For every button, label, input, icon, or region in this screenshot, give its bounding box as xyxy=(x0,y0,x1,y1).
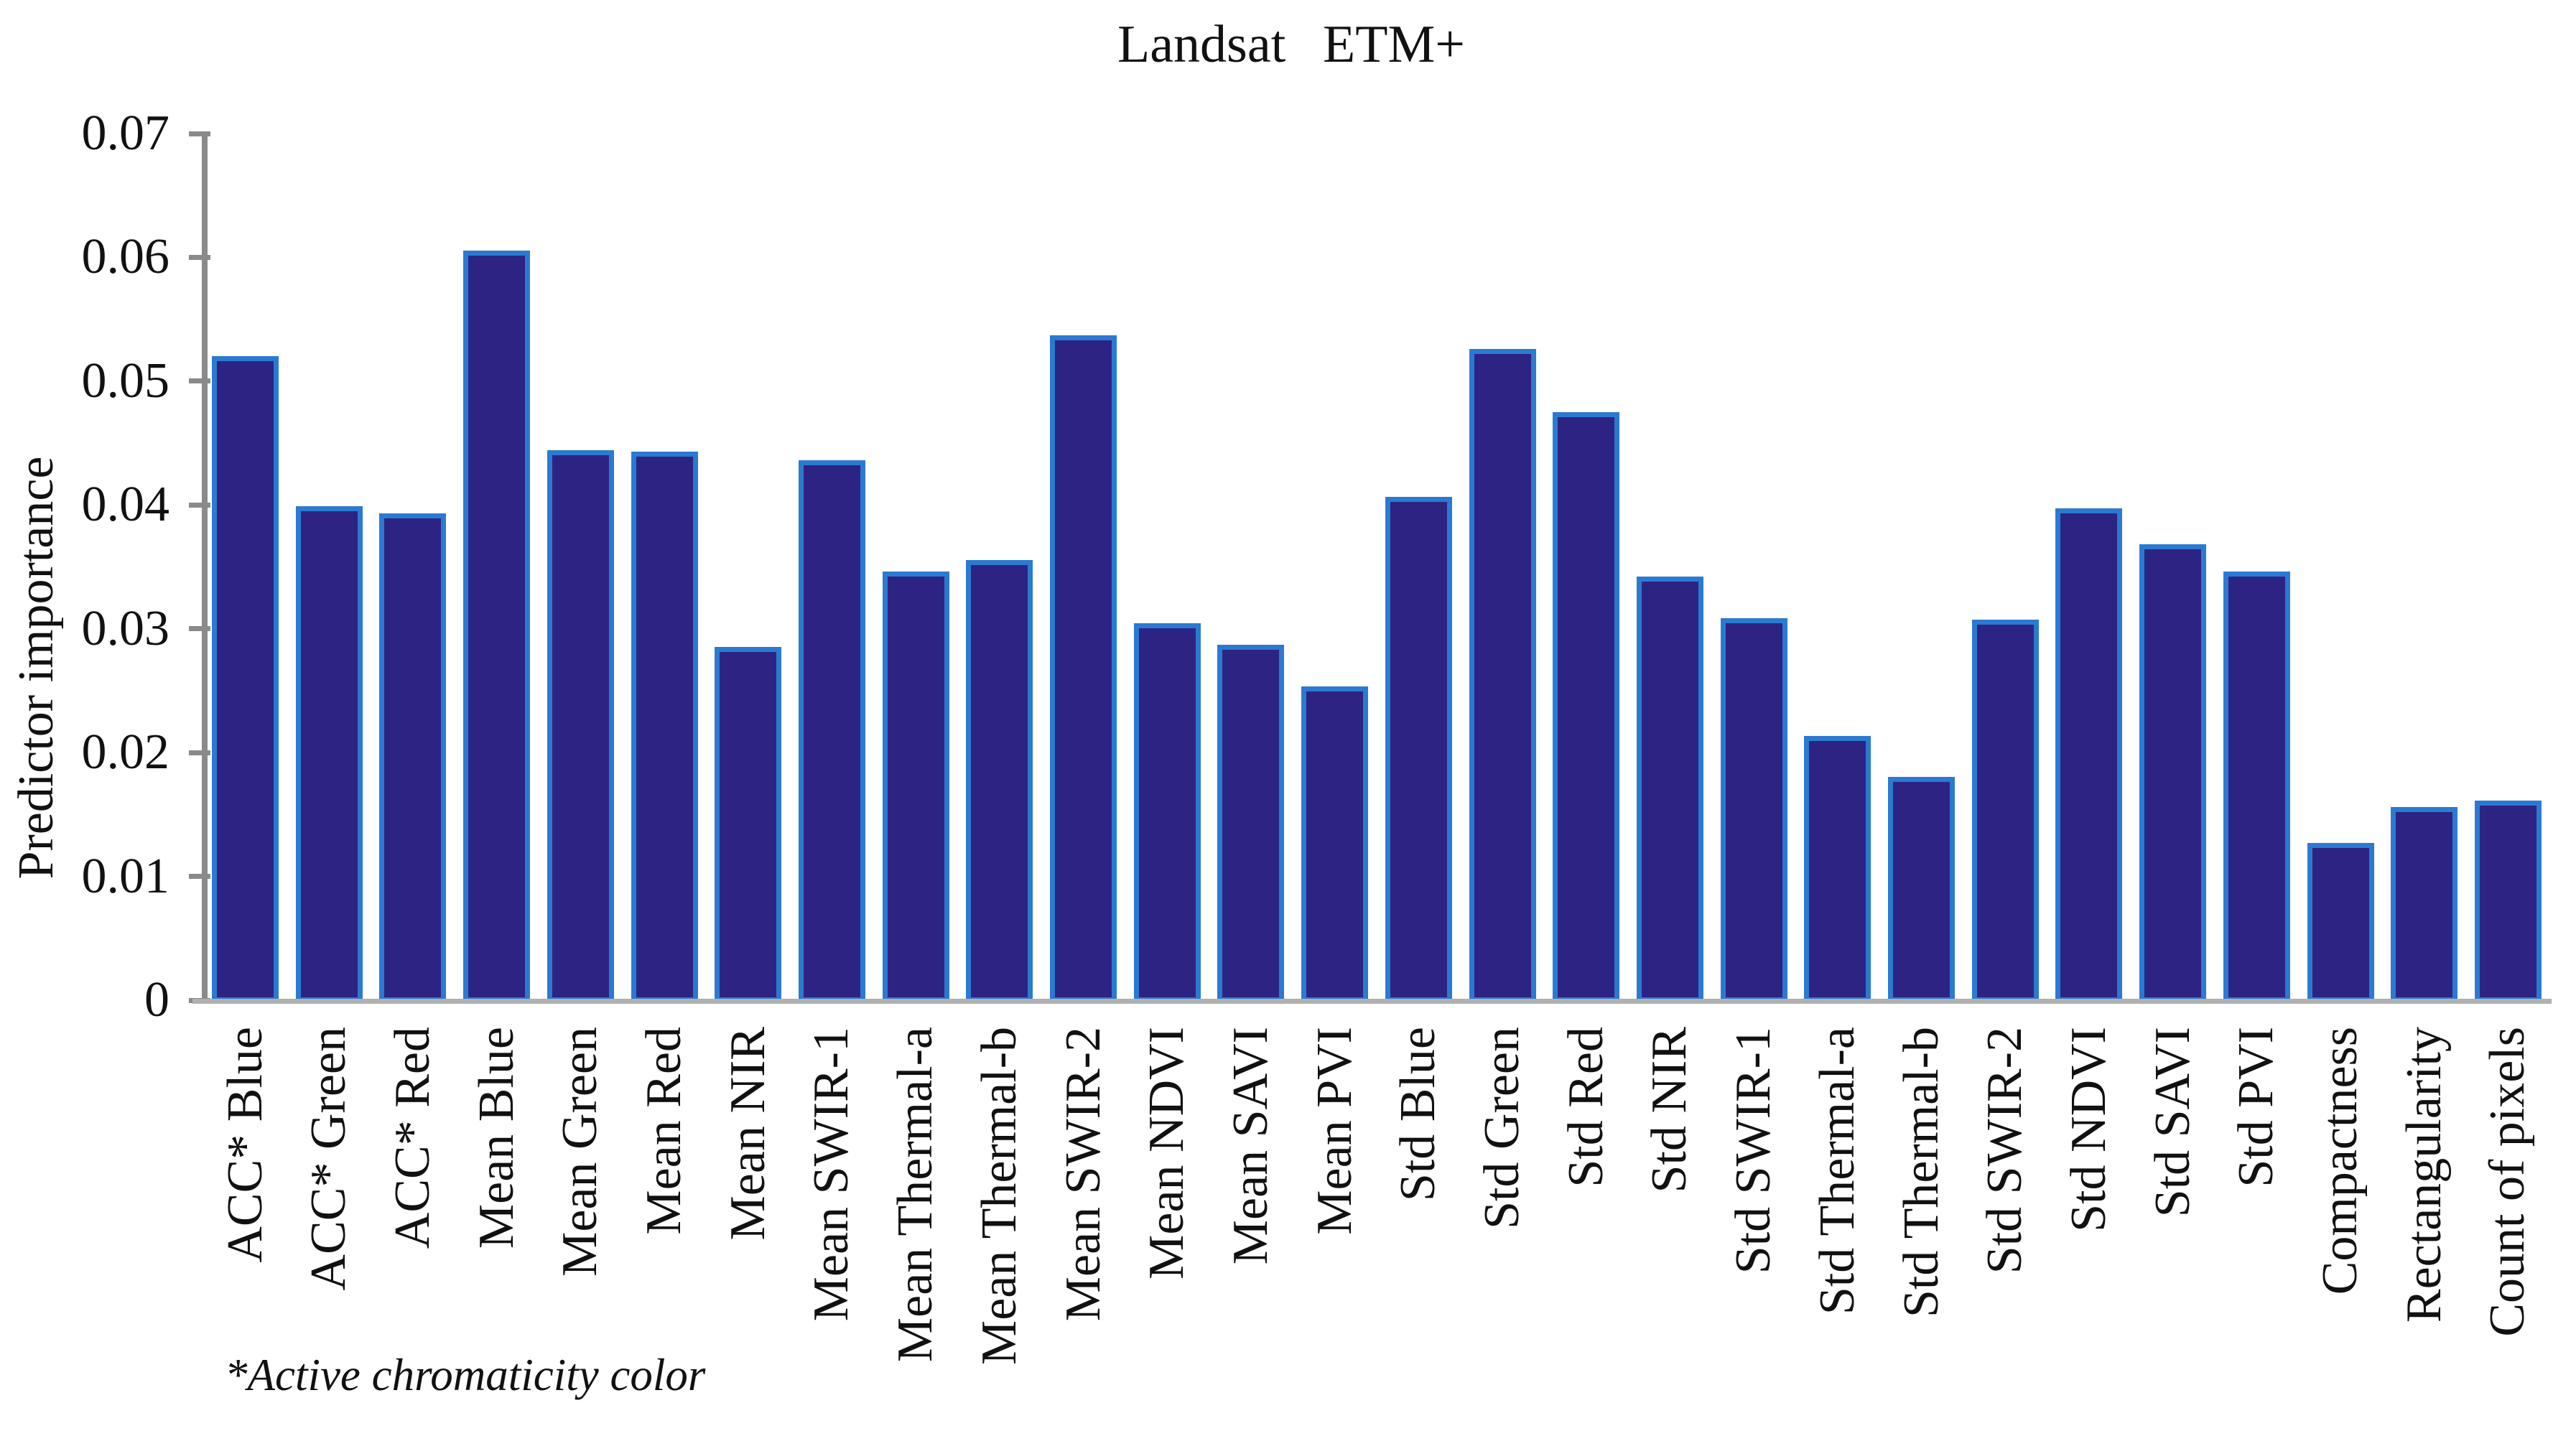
bar xyxy=(798,460,865,1002)
bar xyxy=(212,356,279,1002)
bar xyxy=(1469,349,1536,1002)
x-category-label: Std Thermal-a xyxy=(1809,1027,1865,1315)
bar xyxy=(2139,544,2207,1002)
x-category-label: Std Red xyxy=(1558,1027,1614,1188)
y-tick-label: 0.03 xyxy=(81,600,170,656)
x-category-label: Std Green xyxy=(1474,1027,1530,1229)
x-category-label: Std Thermal-b xyxy=(1893,1027,1949,1318)
x-category-label: Mean SWIR-2 xyxy=(1055,1027,1111,1322)
bar xyxy=(463,251,531,1002)
y-axis-line xyxy=(202,134,208,1004)
x-category-label: Std SAVI xyxy=(2144,1027,2200,1218)
x-category-label: Mean Blue xyxy=(468,1027,524,1249)
x-category-label: Count of pixels xyxy=(2480,1027,2536,1337)
bar xyxy=(379,513,447,1002)
x-category-label: Mean Thermal-a xyxy=(888,1027,944,1363)
y-tick-mark xyxy=(189,874,210,880)
y-tick-label: 0.07 xyxy=(81,106,170,161)
x-category-label: Compactness xyxy=(2312,1027,2368,1295)
y-tick-label: 0.02 xyxy=(81,724,170,780)
bar xyxy=(1385,497,1452,1002)
y-tick-label: 0 xyxy=(144,972,169,1027)
chart-footnote: *Active chromaticity color xyxy=(225,1350,706,1400)
bar xyxy=(882,572,949,1002)
y-tick-label: 0.05 xyxy=(81,353,170,409)
bar xyxy=(1804,736,1871,1002)
y-tick-mark xyxy=(189,131,210,136)
y-tick-label: 0.01 xyxy=(81,848,170,904)
x-category-label: Mean Thermal-b xyxy=(971,1027,1027,1366)
x-category-label: Std Blue xyxy=(1390,1027,1446,1202)
bar xyxy=(2474,801,2542,1002)
bar xyxy=(2223,572,2290,1002)
x-category-label: Std SWIR-1 xyxy=(1726,1027,1782,1274)
x-category-label: Std NDVI xyxy=(2060,1027,2116,1232)
x-category-label: Mean PVI xyxy=(1306,1027,1362,1235)
y-tick-label: 0.06 xyxy=(81,229,170,285)
bar xyxy=(715,647,782,1002)
bar xyxy=(1217,645,1285,1002)
x-category-label: Mean NDVI xyxy=(1139,1027,1195,1279)
y-tick-mark xyxy=(189,750,210,755)
x-category-label: Std PVI xyxy=(2228,1027,2284,1188)
bar xyxy=(1301,686,1369,1002)
bar xyxy=(1553,412,1620,1002)
y-tick-mark xyxy=(189,626,210,632)
bar xyxy=(547,450,614,1002)
x-category-label: Mean Green xyxy=(552,1027,608,1277)
x-category-label: Std NIR xyxy=(1642,1027,1698,1193)
bar xyxy=(966,560,1033,1002)
bar xyxy=(1636,577,1703,1002)
x-category-label: Mean Red xyxy=(636,1027,692,1235)
bar xyxy=(2307,843,2374,1002)
x-baseline xyxy=(192,999,2552,1004)
y-tick-label: 0.04 xyxy=(81,477,170,533)
y-tick-mark xyxy=(189,502,210,508)
bar xyxy=(1888,777,1955,1002)
y-tick-mark xyxy=(189,378,210,384)
bar xyxy=(2391,807,2458,1002)
x-category-label: Mean NIR xyxy=(720,1027,776,1241)
bar xyxy=(1050,335,1117,1002)
bar xyxy=(631,452,698,1002)
x-category-label: Std SWIR-2 xyxy=(1977,1027,2033,1274)
bar xyxy=(1133,623,1201,1002)
bar xyxy=(295,506,363,1002)
y-tick-mark xyxy=(189,254,210,260)
x-category-label: Mean SWIR-1 xyxy=(804,1027,860,1322)
x-category-label: ACC* Red xyxy=(384,1027,440,1249)
x-category-label: Rectangularity xyxy=(2396,1027,2452,1323)
bar xyxy=(1720,618,1787,1002)
x-category-label: ACC* Blue xyxy=(217,1027,273,1263)
x-category-label: ACC* Green xyxy=(301,1027,357,1291)
bar xyxy=(1971,620,2039,1002)
chart-title: Landsat ETM+ xyxy=(1117,15,1465,74)
x-category-label: Mean SAVI xyxy=(1222,1027,1278,1265)
bar xyxy=(2055,508,2123,1002)
